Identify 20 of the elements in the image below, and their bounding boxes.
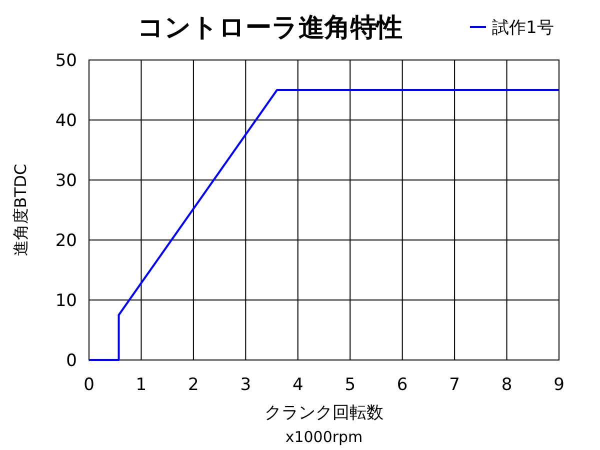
x-tick-label: 1 xyxy=(136,375,147,395)
x-tick-label: 4 xyxy=(292,375,304,395)
legend-label: 試作1号 xyxy=(492,18,554,38)
x-tick-label: 5 xyxy=(344,375,356,395)
y-tick-label: 20 xyxy=(55,231,77,251)
y-tick-label: 40 xyxy=(55,111,77,131)
x-tick-label: 6 xyxy=(396,375,408,395)
x-axis-title: クランク回転数 x1000rpm xyxy=(264,403,384,446)
x-tick-label: 2 xyxy=(188,375,199,395)
y-tick-label: 50 xyxy=(55,51,77,71)
y-tick-label: 30 xyxy=(55,171,77,191)
y-tick-label: 10 xyxy=(55,291,77,311)
x-tick-label: 8 xyxy=(501,375,512,395)
x-tick-label: 0 xyxy=(84,375,94,395)
x-tick-label: 9 xyxy=(554,375,564,395)
x-tick-label: 7 xyxy=(449,375,460,395)
y-axis-title: 進角度BTDC xyxy=(11,164,30,256)
y-tick-label: 0 xyxy=(66,351,77,371)
chart-title: コントローラ進角特性 xyxy=(138,13,402,43)
x-tick-label: 3 xyxy=(240,375,252,395)
